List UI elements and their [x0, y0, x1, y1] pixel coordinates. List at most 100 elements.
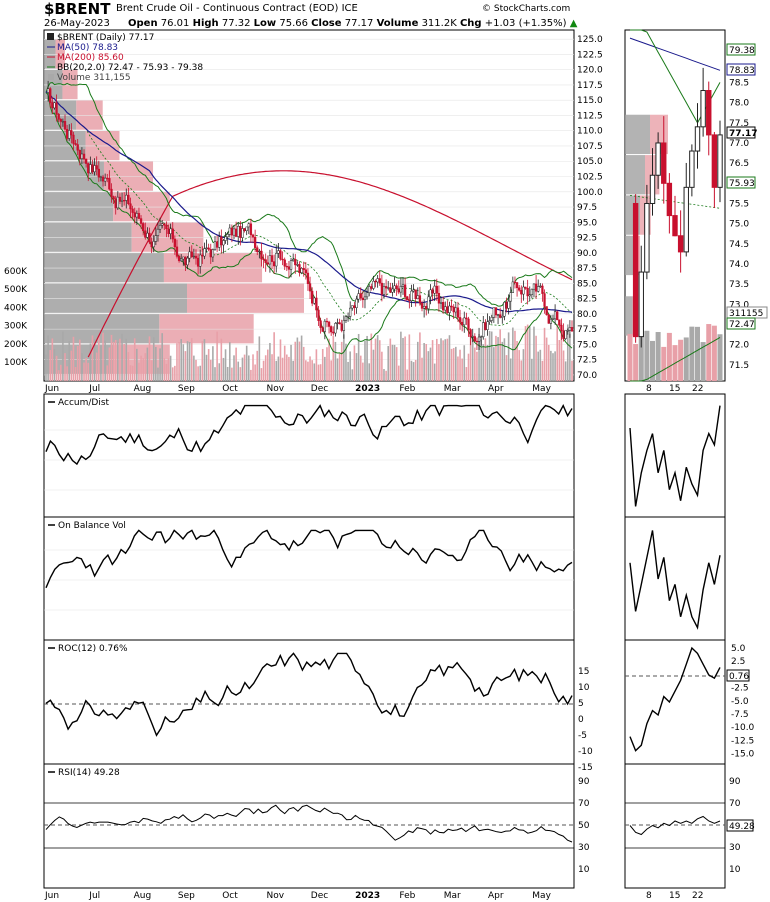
volume-bar	[269, 342, 271, 381]
volume-bar	[452, 348, 455, 381]
zoom-roc-tick-label: -10.0	[731, 723, 755, 733]
candle-body	[509, 292, 512, 302]
volume-bar	[197, 366, 199, 381]
candle-body	[551, 318, 555, 320]
candle-body	[108, 178, 111, 190]
candle-body	[327, 321, 331, 327]
zoom-candle-body	[655, 142, 661, 176]
symbol-description: Brent Crude Oil - Continuous Contract (E…	[116, 3, 358, 14]
volume-bar	[499, 329, 501, 381]
volume-bar	[133, 338, 136, 381]
roc-tick-label: -5	[578, 731, 587, 741]
obv-panel	[43, 516, 575, 641]
marker-bb-upper-box	[726, 43, 756, 56]
zoom-rsi-tick-label: 70	[729, 799, 741, 809]
zoom-price-tick-label: 73.5	[729, 280, 749, 290]
candlesticks	[46, 80, 574, 351]
volume-bar	[315, 349, 318, 381]
volume-bar	[294, 341, 297, 381]
candle-body	[260, 250, 263, 260]
candle-body	[277, 250, 280, 254]
candle-body	[241, 228, 244, 238]
volume-bar	[182, 344, 185, 381]
rsi-tick-label: 50	[578, 821, 590, 831]
vbp-bar-up	[44, 283, 187, 313]
candle-body	[135, 213, 138, 218]
candle-body	[338, 322, 341, 325]
volume-bar	[311, 360, 313, 381]
obv-gridlines	[44, 549, 574, 611]
volume-bar	[209, 359, 212, 381]
volume-bar	[526, 324, 529, 381]
candle-body	[249, 223, 253, 236]
volume-bar	[70, 350, 73, 381]
candle-body	[387, 287, 390, 289]
candle-body	[501, 315, 504, 318]
marker-volume: 311155	[729, 309, 763, 319]
candle-body	[374, 280, 377, 283]
volume-bar	[307, 361, 309, 381]
volume-bar	[440, 338, 442, 381]
candle-body	[416, 295, 419, 299]
volume-bar	[174, 365, 176, 381]
zoom-x-tick-label: 8	[646, 384, 652, 394]
volume-bar	[471, 335, 474, 381]
legend-ma50: MA(50) 78.83	[57, 43, 118, 53]
candle-body	[562, 330, 565, 339]
candle-body	[150, 241, 153, 248]
volume-bar	[176, 343, 178, 381]
candle-body	[207, 247, 210, 250]
volume-bar	[429, 347, 432, 381]
volume-bar	[423, 343, 425, 381]
volume-bar	[319, 364, 322, 381]
candle-body	[484, 322, 487, 330]
candle-body	[526, 287, 529, 297]
candle-body	[503, 302, 506, 317]
volume-bar	[421, 357, 423, 381]
volume-bar	[556, 323, 559, 381]
x-tick-label: Jun	[44, 891, 59, 901]
candle-body	[361, 297, 365, 301]
candle-body	[247, 223, 250, 228]
x-tick-label: 2023	[355, 891, 380, 901]
x-tick-label: 2023	[355, 384, 380, 394]
zoom-price-tick-label: 78.5	[729, 78, 749, 88]
candle-body	[110, 188, 113, 197]
volume-bar	[480, 339, 482, 381]
volume-bar	[237, 361, 240, 381]
volume-bar	[288, 356, 290, 381]
candle-body	[80, 153, 84, 159]
volume-bar	[136, 348, 138, 381]
volume-bar	[165, 363, 168, 381]
marker-roc-box	[726, 669, 750, 682]
volume-bar	[518, 350, 520, 381]
volume-bar	[533, 326, 535, 381]
candle-body	[91, 164, 94, 173]
accum-gridlines	[44, 429, 574, 491]
zoom-volume-bar	[655, 332, 661, 381]
volume-bar	[277, 356, 280, 381]
zoom-obv-panel	[624, 516, 726, 641]
candle-body	[543, 293, 546, 307]
x-tick-label: Nov	[267, 891, 285, 901]
candle-body	[87, 163, 90, 174]
volume-bar	[425, 343, 428, 381]
zoom-volume-bar	[711, 325, 717, 381]
candle-body	[243, 228, 246, 232]
volume-bar	[372, 349, 375, 381]
volume-bar	[212, 346, 214, 381]
candle-body	[129, 203, 132, 210]
vbp-bar-down	[85, 130, 120, 161]
candle-body	[65, 129, 69, 139]
volume-bar	[560, 323, 563, 381]
candle-body	[158, 224, 162, 230]
candle-body	[93, 165, 96, 173]
price-tick-label: 85.0	[577, 279, 597, 289]
candle-body	[437, 293, 441, 304]
candle-body	[334, 323, 337, 334]
candle-body	[336, 322, 339, 324]
candle-body	[528, 294, 531, 297]
price-gridlines	[44, 38, 574, 376]
volume-bar	[395, 347, 398, 381]
